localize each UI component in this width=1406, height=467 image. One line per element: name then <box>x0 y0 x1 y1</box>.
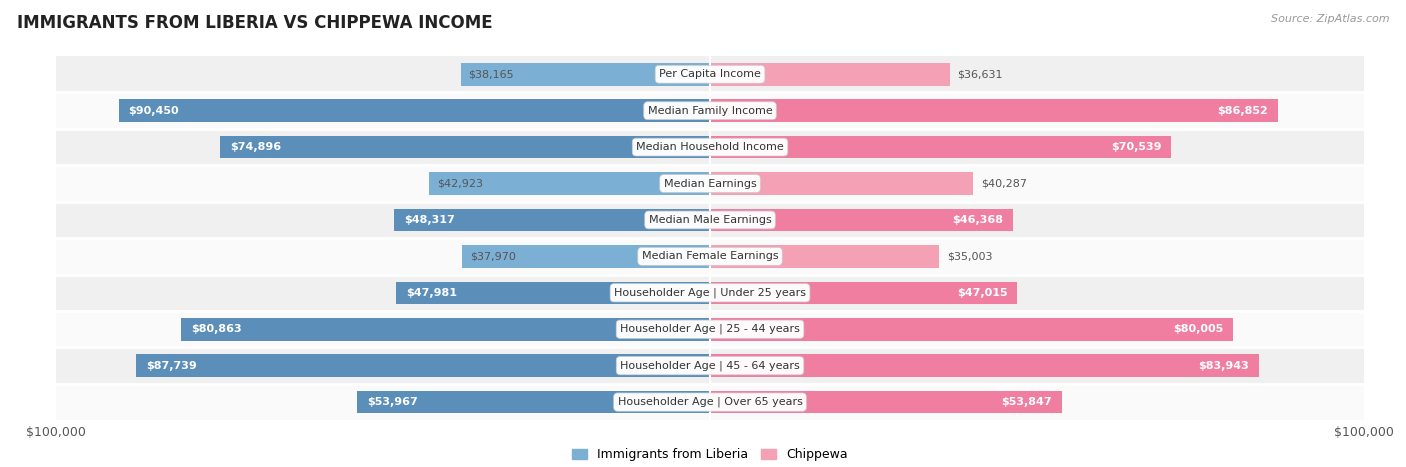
Text: $86,852: $86,852 <box>1218 106 1268 116</box>
Text: $35,003: $35,003 <box>946 251 993 262</box>
Text: $90,450: $90,450 <box>128 106 179 116</box>
Text: IMMIGRANTS FROM LIBERIA VS CHIPPEWA INCOME: IMMIGRANTS FROM LIBERIA VS CHIPPEWA INCO… <box>17 14 492 32</box>
Text: $80,005: $80,005 <box>1173 324 1223 334</box>
Text: $47,981: $47,981 <box>406 288 457 298</box>
Text: $83,943: $83,943 <box>1198 361 1249 371</box>
Bar <box>118 99 710 122</box>
Bar <box>710 318 1233 340</box>
Text: $87,739: $87,739 <box>146 361 197 371</box>
Text: $40,287: $40,287 <box>981 178 1028 189</box>
Bar <box>710 136 1171 158</box>
Text: Householder Age | 45 - 64 years: Householder Age | 45 - 64 years <box>620 361 800 371</box>
Bar <box>56 202 1364 238</box>
Text: $47,015: $47,015 <box>957 288 1008 298</box>
Bar <box>56 129 1364 165</box>
Legend: Immigrants from Liberia, Chippewa: Immigrants from Liberia, Chippewa <box>572 448 848 461</box>
Text: $74,896: $74,896 <box>231 142 281 152</box>
Text: $42,923: $42,923 <box>437 178 484 189</box>
Text: Median Earnings: Median Earnings <box>664 178 756 189</box>
Text: Median Household Income: Median Household Income <box>636 142 785 152</box>
Bar <box>710 172 973 195</box>
Text: $53,967: $53,967 <box>367 397 418 407</box>
Bar <box>56 56 1364 92</box>
Bar <box>56 165 1364 202</box>
Bar <box>221 136 710 158</box>
Bar <box>136 354 710 377</box>
Text: Median Male Earnings: Median Male Earnings <box>648 215 772 225</box>
Text: $70,539: $70,539 <box>1111 142 1161 152</box>
Text: Median Family Income: Median Family Income <box>648 106 772 116</box>
Bar <box>56 384 1364 420</box>
Text: $36,631: $36,631 <box>957 69 1002 79</box>
Bar <box>710 282 1018 304</box>
Text: $37,970: $37,970 <box>470 251 516 262</box>
Bar <box>181 318 710 340</box>
Bar <box>357 391 710 413</box>
Bar <box>710 354 1258 377</box>
Bar <box>461 245 710 268</box>
Text: $53,847: $53,847 <box>1001 397 1052 407</box>
Bar <box>56 347 1364 384</box>
Text: Householder Age | Over 65 years: Householder Age | Over 65 years <box>617 397 803 407</box>
Bar <box>56 311 1364 347</box>
Bar <box>710 63 949 85</box>
Text: Source: ZipAtlas.com: Source: ZipAtlas.com <box>1271 14 1389 24</box>
Bar <box>710 209 1014 231</box>
Text: $46,368: $46,368 <box>952 215 1004 225</box>
Bar <box>56 275 1364 311</box>
Bar <box>56 238 1364 275</box>
Bar <box>461 63 710 85</box>
Bar <box>56 92 1364 129</box>
Bar <box>429 172 710 195</box>
Text: Per Capita Income: Per Capita Income <box>659 69 761 79</box>
Bar <box>710 391 1062 413</box>
Bar <box>710 245 939 268</box>
Bar <box>710 99 1278 122</box>
Text: Householder Age | Under 25 years: Householder Age | Under 25 years <box>614 288 806 298</box>
Text: $38,165: $38,165 <box>468 69 515 79</box>
Text: $48,317: $48,317 <box>404 215 454 225</box>
Text: Householder Age | 25 - 44 years: Householder Age | 25 - 44 years <box>620 324 800 334</box>
Bar <box>394 209 710 231</box>
Bar <box>396 282 710 304</box>
Text: $80,863: $80,863 <box>191 324 242 334</box>
Text: Median Female Earnings: Median Female Earnings <box>641 251 779 262</box>
